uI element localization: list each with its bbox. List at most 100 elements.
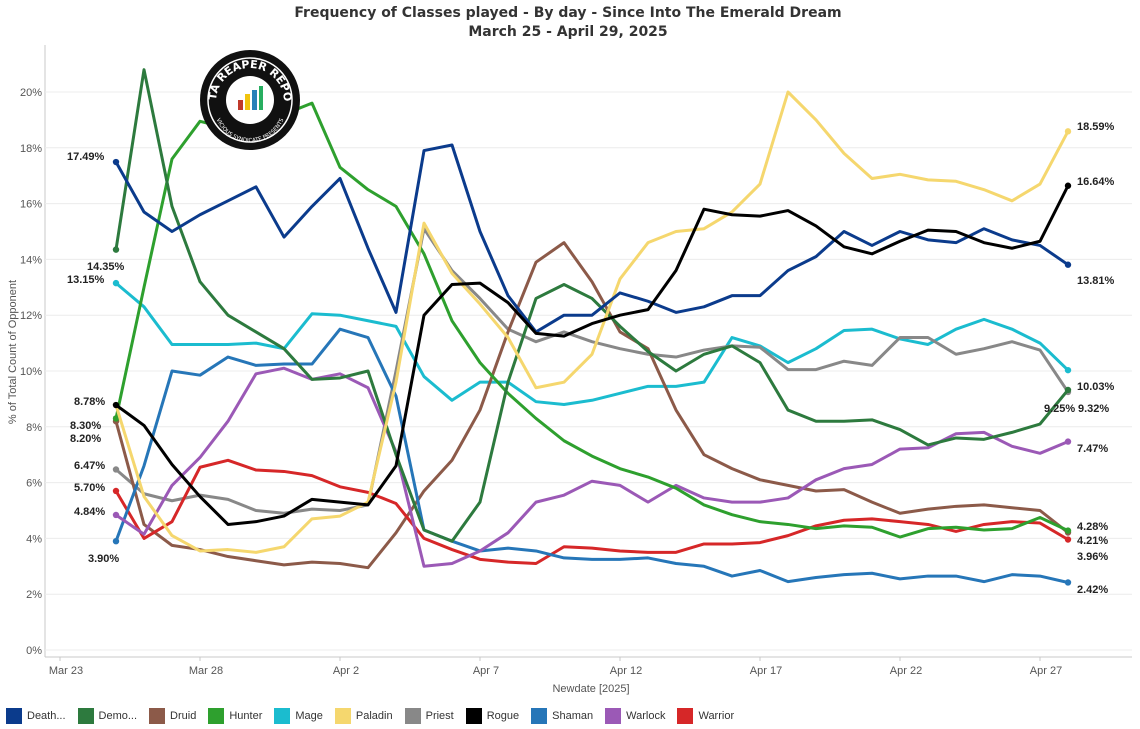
legend-label: Shaman: [552, 709, 594, 722]
x-tick-label: Apr 22: [890, 665, 922, 677]
end-labels: 17.49% 13.81% 14.35% 9.32% 8.20% 4.21% 8.30% 4.…: [67, 121, 1115, 596]
series-line-demo: [114, 68, 1070, 543]
y-tick-label: 12%: [20, 310, 42, 322]
end-label-warrior: 3.96%: [1077, 551, 1108, 563]
series-line-rogue: [114, 184, 1070, 526]
y-tick-label: 6%: [26, 478, 42, 490]
start-label-hunter: 8.30%: [70, 420, 101, 432]
legend-item-druid[interactable]: Druid: [149, 707, 197, 724]
series-line-death: [114, 143, 1070, 334]
legend-item-rogue[interactable]: Rogue: [465, 707, 520, 724]
series-start-point-rogue: [112, 401, 120, 409]
legend-label: Death...: [27, 709, 66, 722]
legend-swatch: [404, 707, 421, 724]
y-tick-label: 14%: [20, 254, 42, 266]
legend-swatch: [208, 707, 225, 724]
legend-label: Priest: [425, 709, 454, 722]
start-label-warrior: 5.70%: [74, 482, 105, 494]
series-line-mage: [114, 281, 1070, 406]
legend-swatch: [677, 707, 694, 724]
y-tick-label: 8%: [26, 422, 42, 434]
chart-title: Frequency of Classes played - By day - S…: [294, 5, 841, 21]
start-label-warlock: 4.84%: [74, 506, 105, 518]
legend-item-warrior[interactable]: Warrior: [677, 707, 735, 724]
series-start-point-demo: [112, 246, 120, 253]
logo-bar-2: [245, 94, 250, 110]
x-tick-label: Apr 17: [750, 665, 782, 677]
end-label-demo: 9.32%: [1078, 403, 1109, 415]
y-tick-label: 2%: [26, 589, 42, 601]
series-start-point-shaman: [112, 537, 120, 545]
legend-swatch: [334, 707, 351, 724]
series-start-point-mage: [112, 279, 120, 287]
x-axis-label: Newdate [2025]: [552, 683, 629, 695]
start-label-mage: 13.15%: [67, 274, 105, 286]
end-label-paladin: 18.59%: [1077, 121, 1115, 133]
logo-bar-4: [259, 86, 263, 110]
start-label-priest: 6.47%: [74, 460, 105, 472]
legend-label: Mage: [295, 709, 323, 722]
series-line-warlock: [114, 366, 1070, 568]
legend-label: Warrior: [698, 709, 735, 722]
series-layer: [112, 68, 1072, 586]
x-tick-label: Apr 12: [610, 665, 642, 677]
series-line-paladin: [114, 90, 1070, 554]
x-tick-label: Apr 7: [473, 665, 499, 677]
x-tick-label: Mar 28: [189, 665, 223, 677]
series-end-point-paladin: [1064, 128, 1072, 135]
series-start-point-priest: [112, 466, 120, 473]
start-label-druid: 8.20%: [70, 433, 101, 445]
end-label-shaman: 2.42%: [1077, 584, 1108, 596]
start-label-death: 17.49%: [67, 151, 105, 163]
legend-label: Paladin: [355, 709, 393, 722]
legend-swatch: [149, 707, 166, 724]
legend-item-shaman[interactable]: Shaman: [531, 707, 594, 724]
legend-label: Hunter: [229, 709, 263, 722]
end-label-warlock: 7.47%: [1077, 443, 1108, 455]
series-line-warrior: [114, 458, 1070, 566]
series-start-point-hunter: [112, 415, 120, 422]
chart-subtitle: March 25 - April 29, 2025: [468, 24, 667, 40]
y-axis-label: % of Total Count of Opponent: [7, 280, 19, 424]
legend-swatch: [531, 707, 548, 724]
start-label-paladin: 8.78%: [74, 396, 105, 408]
y-tick-label: 4%: [26, 533, 42, 545]
series-line-shaman: [114, 327, 1070, 584]
logo-bar-1: [238, 100, 243, 110]
legend-label: Druid: [170, 709, 197, 722]
data-reaper-logo: DATA REAPER REPORT VICIOUS SYNDICATE PRE…: [200, 50, 300, 150]
end-label-mage: 10.03%: [1077, 381, 1115, 393]
end-label-priest: 9.25%: [1044, 403, 1075, 415]
y-tick-label: 18%: [20, 143, 42, 155]
series-end-point-death: [1064, 261, 1072, 268]
legend-item-death[interactable]: Death...: [6, 707, 66, 724]
y-tick-label: 20%: [20, 87, 42, 99]
series-end-point-rogue: [1064, 182, 1072, 189]
legend-item-hunter[interactable]: Hunter: [208, 707, 263, 724]
series-end-point-shaman: [1064, 579, 1072, 586]
legend-item-priest[interactable]: Priest: [404, 707, 454, 724]
legend-item-mage[interactable]: Mage: [274, 707, 323, 724]
legend-item-paladin[interactable]: Paladin: [334, 707, 393, 724]
series-end-point-mage: [1064, 366, 1072, 374]
legend: Death... Demo... Druid Hunter Mage Paladin Pri…: [0, 702, 1140, 729]
logo-bar-3: [252, 90, 257, 110]
logo-ring: [207, 57, 293, 143]
legend-swatch: [605, 707, 622, 724]
legend-item-demo[interactable]: Demo...: [77, 707, 137, 724]
legend-item-warlock[interactable]: Warlock: [605, 707, 665, 724]
series-start-point-warrior: [112, 487, 120, 495]
series-end-point-hunter: [1064, 527, 1072, 534]
legend-label: Rogue: [486, 709, 520, 722]
line-chart: Frequency of Classes played - By day - S…: [7, 5, 1132, 695]
series-line-hunter: [114, 101, 1070, 539]
end-label-death: 13.81%: [1077, 275, 1115, 287]
y-tick-label: 0%: [26, 645, 42, 657]
start-label-shaman: 3.90%: [88, 553, 119, 565]
x-tick-label: Apr 27: [1030, 665, 1062, 677]
legend-swatch: [465, 707, 482, 724]
series-line-druid: [114, 241, 1070, 570]
y-axis-ticks: 0% 2% 4% 6% 8% 10% 12% 14% 16% 18% 20%: [20, 87, 42, 657]
series-line-priest: [114, 227, 1070, 515]
series-start-point-death: [112, 158, 120, 166]
